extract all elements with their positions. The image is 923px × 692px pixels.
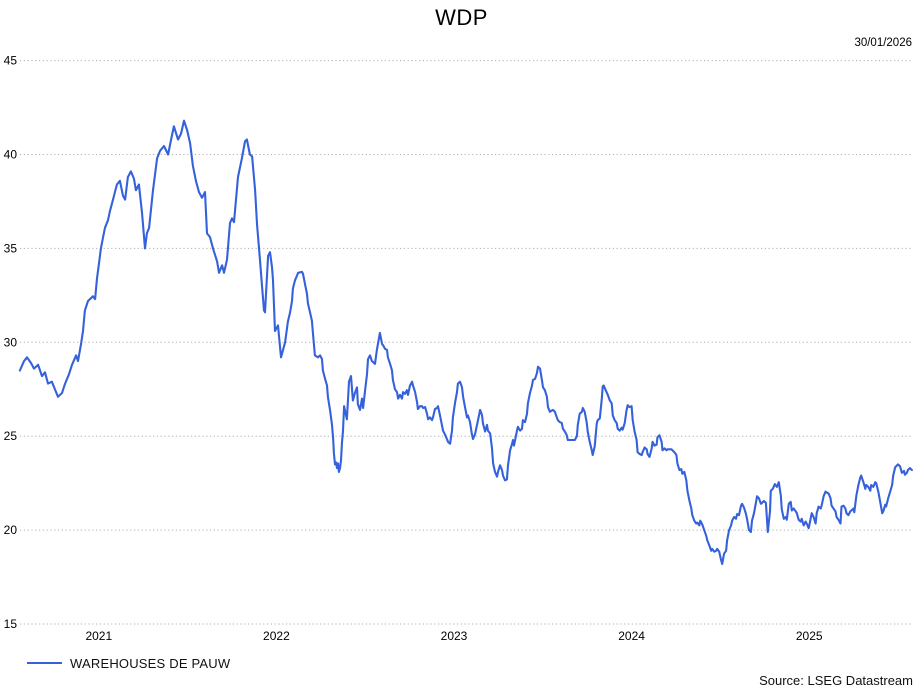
legend-line-swatch: [27, 662, 62, 664]
x-tick-label-2021: 2021: [85, 629, 112, 643]
x-tick-label-2023: 2023: [441, 629, 468, 643]
y-axis-tick-labels: 45 40 35 30 25 20 15: [4, 54, 18, 631]
y-tick-label-20: 20: [4, 523, 18, 537]
legend: WAREHOUSES DE PAUW: [27, 654, 230, 672]
y-tick-label-15: 15: [4, 617, 18, 631]
x-tick-label-2025: 2025: [796, 629, 823, 643]
y-tick-label-35: 35: [4, 241, 18, 255]
x-axis-tick-labels: 2021 2022 2023 2024 2025: [85, 629, 822, 643]
legend-label: WAREHOUSES DE PAUW: [70, 655, 231, 671]
y-tick-label-25: 25: [4, 429, 18, 443]
chart-title: WDP: [435, 5, 488, 30]
price-line: [18, 119, 913, 565]
y-tick-label-40: 40: [4, 148, 18, 162]
y-tick-label-30: 30: [4, 335, 18, 349]
series-group: [18, 119, 913, 565]
y-tick-label-45: 45: [4, 54, 18, 68]
x-tick-label-2022: 2022: [263, 629, 290, 643]
gridlines-group: [20, 60, 913, 625]
x-tick-label-2024: 2024: [618, 629, 645, 643]
source-label: Source: LSEG Datastream: [759, 673, 913, 688]
as-of-date-label: 30/01/2026: [854, 37, 912, 49]
